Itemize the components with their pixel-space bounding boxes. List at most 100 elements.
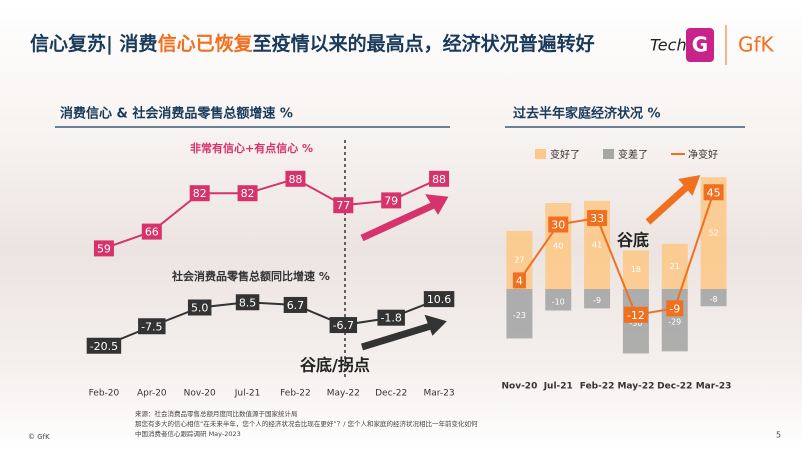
bar-label: -9 (593, 296, 601, 305)
x-tick-label: Feb-22 (580, 382, 615, 392)
source-line: 来源：社会消费品零售总额月度同比数值源于国家统计局 (135, 409, 298, 418)
bar (700, 289, 727, 307)
label-box (623, 306, 648, 323)
label-box (423, 291, 455, 308)
chart-title: 消费信心 & 社会消费品零售总额增速 % (60, 106, 293, 122)
title-part: 至疫情以来的最高点，经济状况普遍转好 (253, 32, 595, 55)
label-box (237, 185, 258, 202)
x-tick-label: Jul-21 (543, 382, 573, 392)
value-label: 10.6 (427, 293, 452, 306)
label-box (329, 317, 358, 334)
bar-label: -23 (513, 311, 526, 320)
title-part: 信心已恢复 (158, 32, 254, 55)
x-tick-label: Mar-23 (424, 389, 455, 399)
bar (622, 250, 649, 289)
label-box (429, 170, 450, 187)
bar-label: 21 (670, 262, 680, 271)
label-box (587, 210, 608, 227)
value-label: -1.8 (380, 312, 401, 325)
value-label: 66 (145, 226, 159, 239)
value-label: 4 (516, 274, 523, 287)
value-label: 88 (288, 173, 302, 186)
value-label: 82 (241, 187, 255, 200)
value-label: -9 (669, 302, 680, 315)
bar-label: 27 (514, 255, 524, 264)
logo-badge (686, 28, 714, 62)
label-box (377, 309, 405, 326)
bar-label: 40 (553, 242, 563, 251)
value-label: 88 (432, 173, 446, 186)
copyright: © GfK (28, 433, 50, 441)
x-tick-label: Feb-22 (280, 389, 311, 399)
x-tick-label: Dec-22 (657, 382, 692, 392)
arrow (645, 181, 693, 225)
bar-label: -29 (668, 318, 681, 327)
legend-label: 社会消费品零售总额同比增速 % (171, 269, 330, 283)
bar-label: 52 (708, 229, 718, 238)
net-line (518, 191, 715, 316)
legend-label: 变好了 (550, 148, 580, 161)
legend-label: 净变好 (688, 148, 718, 161)
label-box (666, 300, 684, 317)
bar (584, 289, 611, 309)
value-label: 8.5 (239, 296, 257, 309)
arrow-head (424, 314, 447, 336)
bar-label: -10 (552, 297, 565, 306)
source-line: 那您有多大的信心相信“在未来半年，您个人的经济状况会比现在更好”？/ 您个人和家… (135, 419, 478, 428)
x-tick-label: May-22 (327, 389, 360, 399)
label-box (93, 240, 114, 257)
label-box (283, 296, 308, 313)
arrow-head (678, 175, 701, 196)
label-box (548, 216, 569, 233)
value-label: 59 (97, 242, 111, 255)
value-label: -6.7 (333, 319, 354, 332)
x-tick-label: Feb-20 (89, 389, 120, 399)
label-box (333, 197, 354, 214)
label-box (512, 272, 526, 289)
label-box (285, 170, 306, 187)
label-box (235, 294, 260, 311)
bar-label: 18 (631, 265, 641, 274)
value-label: 6.7 (287, 299, 305, 312)
label-box (138, 318, 166, 335)
value-label: -20.5 (90, 340, 118, 353)
value-label: 5.0 (191, 302, 209, 315)
value-label: -12 (627, 309, 645, 322)
x-tick-label: Apr-20 (137, 389, 167, 399)
bar (661, 289, 688, 352)
x-tick-label: May-22 (617, 382, 654, 392)
label-box (187, 299, 212, 316)
value-label: 33 (590, 212, 604, 225)
logo-gfk: GfK (738, 33, 775, 57)
title: 信心复苏| 消费信心已恢复至疫情以来的最高点，经济状况普遍转好 (30, 32, 595, 55)
arrow-head (425, 194, 449, 215)
x-tick-label: Nov-20 (184, 389, 216, 399)
title-part: 信心复苏| 消费 (30, 32, 158, 55)
bar (506, 289, 533, 339)
x-tick-label: Jul-21 (234, 389, 261, 399)
arrow (360, 200, 438, 242)
label-box (703, 184, 724, 201)
bar-label: -8 (710, 295, 718, 304)
chart-title: 过去半年家庭经济状况 % (513, 106, 661, 122)
label-box (189, 185, 210, 202)
x-tick-label: Nov-20 (501, 382, 537, 392)
x-tick-label: Dec-22 (375, 389, 407, 399)
logo-tech: Tech (650, 36, 687, 55)
x-tick-label: Mar-23 (696, 382, 732, 392)
legend-swatch (603, 149, 614, 159)
bar (545, 289, 572, 311)
page-number: 5 (776, 431, 781, 440)
logo-g: G (692, 33, 708, 57)
bar-label: 41 (592, 240, 602, 249)
source-line: 中国消费者信心跟踪调研 May-2023 (135, 429, 241, 438)
legend-label: 非常有信心+有点信心 % (190, 141, 313, 155)
value-label: -7.5 (141, 320, 162, 333)
value-label: 45 (707, 186, 721, 199)
annotation: 谷底/拐点 (300, 356, 370, 375)
value-label: 82 (193, 187, 207, 200)
label-box (86, 337, 122, 354)
legend-label: 变差了 (618, 148, 648, 161)
